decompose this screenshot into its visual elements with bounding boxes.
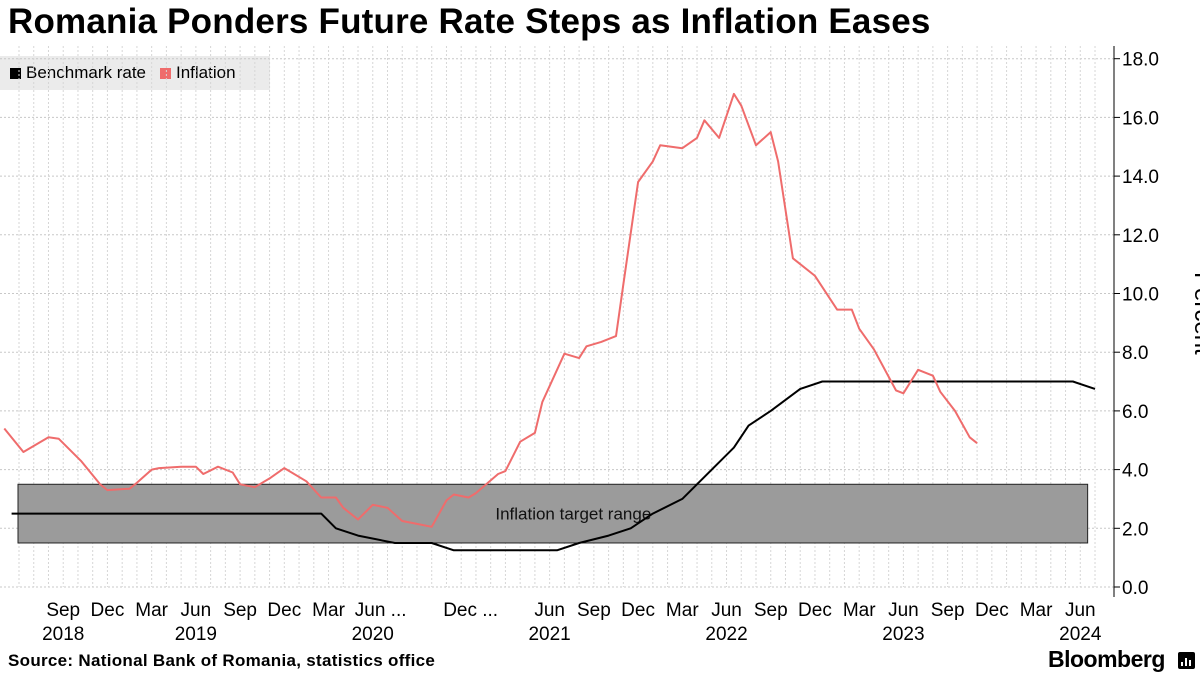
chart-title: Romania Ponders Future Rate Steps as Inf… <box>8 2 931 41</box>
x-tick-label: Dec <box>798 600 832 621</box>
x-tick-label: Mar <box>1020 600 1053 621</box>
y-tick-label: 8.0 <box>1122 343 1148 364</box>
x-tick-label: Jun ... <box>355 600 407 621</box>
source-note: Source: National Bank of Romania, statis… <box>8 651 436 670</box>
x-tick-label: Mar <box>135 600 168 621</box>
x-tick-label: Sep <box>754 600 788 621</box>
y-tick-label: 4.0 <box>1122 461 1148 482</box>
x-tick-label: Jun <box>534 600 565 621</box>
legend-swatch-inflation <box>160 67 171 79</box>
x-tick-label: Dec <box>621 600 655 621</box>
y-tick-label: 12.0 <box>1122 226 1159 247</box>
x-year-label: 2018 <box>42 624 84 645</box>
series-line-benchmark-rate <box>11 380 1096 552</box>
x-tick-label: Mar <box>843 600 876 621</box>
y-tick-label: 18.0 <box>1122 50 1159 71</box>
x-year-label: 2020 <box>352 624 394 645</box>
x-tick-label: Dec <box>975 600 1009 621</box>
y-tick-label: 14.0 <box>1122 167 1159 188</box>
x-tick-label: Sep <box>577 600 611 621</box>
series-line-inflation <box>3 92 978 528</box>
x-year-label: 2022 <box>705 624 747 645</box>
legend: Benchmark rate Inflation <box>0 56 270 90</box>
x-tick-label: Mar <box>312 600 345 621</box>
x-year-label: 2019 <box>175 624 217 645</box>
x-tick-label: Mar <box>666 600 699 621</box>
x-tick-label: Sep <box>223 600 257 621</box>
x-tick-label: Jun <box>711 600 742 621</box>
band-label: Inflation target range <box>495 505 651 524</box>
x-tick-label: Dec <box>91 600 125 621</box>
bloomberg-chart-icon <box>1178 652 1195 669</box>
x-tick-label: Jun <box>1065 600 1096 621</box>
y-tick-label: 16.0 <box>1122 108 1159 129</box>
y-tick-label: 2.0 <box>1122 519 1148 540</box>
x-tick-label: Dec <box>267 600 301 621</box>
x-tick-label: Jun <box>888 600 919 621</box>
y-tick-label: 6.0 <box>1122 402 1148 423</box>
x-tick-label: Dec ... <box>443 600 498 621</box>
legend-item-benchmark-rate: Benchmark rate <box>10 63 146 83</box>
x-year-label: 2021 <box>528 624 570 645</box>
y-axis-label: Percent <box>1189 272 1200 355</box>
legend-label-benchmark-rate: Benchmark rate <box>26 63 146 82</box>
brand-logo: Bloomberg <box>1048 646 1165 672</box>
x-year-label: 2024 <box>1059 624 1102 645</box>
x-tick-label: Sep <box>931 600 965 621</box>
legend-item-inflation: Inflation <box>160 63 236 83</box>
y-tick-label: 0.0 <box>1122 578 1148 599</box>
x-tick-label: Sep <box>46 600 80 621</box>
y-tick-label: 10.0 <box>1122 285 1159 306</box>
legend-label-inflation: Inflation <box>176 63 236 82</box>
x-tick-label: Jun <box>181 600 212 621</box>
x-year-label: 2023 <box>882 624 924 645</box>
legend-swatch-benchmark-rate <box>10 67 21 79</box>
